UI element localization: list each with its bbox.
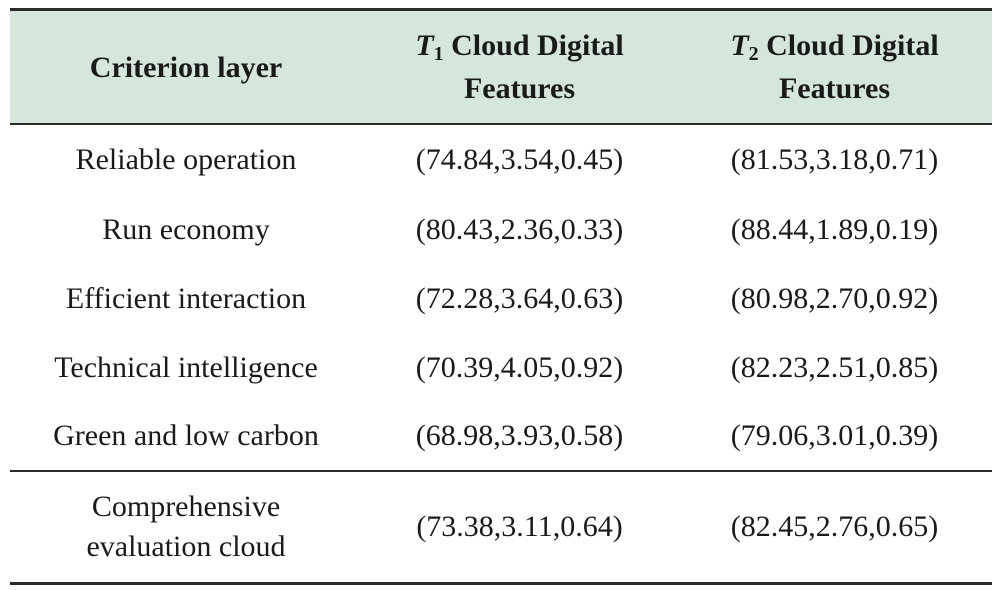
header-row: Criterion layer T1 Cloud Digital Feature… bbox=[10, 8, 992, 125]
header-t1-subscript: 1 bbox=[433, 43, 444, 65]
header-t2-line1: Cloud Digital bbox=[758, 29, 939, 62]
criterion-cell: Green and low carbon bbox=[53, 419, 319, 452]
header-t1-symbol: T bbox=[415, 29, 434, 62]
t1-cell: (74.84,3.54,0.45) bbox=[415, 143, 624, 176]
t2-cell: (79.06,3.01,0.39) bbox=[730, 419, 939, 452]
t1-cell: (80.43,2.36,0.33) bbox=[415, 212, 624, 246]
summary-criterion-line1: Comprehensive bbox=[91, 490, 281, 523]
summary-criterion-line2: evaluation cloud bbox=[86, 530, 286, 563]
t2-cell: (81.53,3.18,0.71) bbox=[730, 143, 939, 176]
header-criterion-layer: Criterion layer bbox=[10, 8, 362, 125]
table-row: Reliable operation (74.84,3.54,0.45) (81… bbox=[10, 124, 992, 195]
table-header: Criterion layer T1 Cloud Digital Feature… bbox=[10, 8, 992, 125]
header-t1-features: T1 Cloud Digital Features bbox=[362, 8, 677, 125]
t2-cell: (82.23,2.51,0.85) bbox=[730, 350, 939, 384]
criterion-cell: Technical intelligence bbox=[54, 350, 318, 384]
header-t2-features: T2 Cloud Digital Features bbox=[677, 8, 992, 125]
header-t2-subscript: 2 bbox=[748, 43, 759, 65]
cloud-features-table-container: Criterion layer T1 Cloud Digital Feature… bbox=[10, 8, 992, 585]
criterion-cell: Reliable operation bbox=[75, 143, 297, 176]
summary-t2-cell: (82.45,2.76,0.65) bbox=[677, 470, 992, 585]
t2-cell: (80.98,2.70,0.92) bbox=[730, 281, 939, 315]
header-t1-line2: Features bbox=[463, 72, 576, 105]
table-row: Run economy (80.43,2.36,0.33) (88.44,1.8… bbox=[10, 195, 992, 264]
t1-cell: (68.98,3.93,0.58) bbox=[415, 419, 624, 452]
cloud-features-table: Criterion layer T1 Cloud Digital Feature… bbox=[10, 8, 992, 585]
t2-cell: (88.44,1.89,0.19) bbox=[730, 212, 939, 246]
header-t2-line2: Features bbox=[778, 72, 891, 105]
header-t1-line1: Cloud Digital bbox=[443, 29, 624, 62]
criterion-cell: Efficient interaction bbox=[65, 281, 307, 315]
table-body: Reliable operation (74.84,3.54,0.45) (81… bbox=[10, 124, 992, 585]
table-row: Technical intelligence (70.39,4.05,0.92)… bbox=[10, 333, 992, 402]
t1-cell: (72.28,3.64,0.63) bbox=[415, 281, 624, 315]
summary-criterion-cell: Comprehensive evaluation cloud bbox=[10, 470, 362, 585]
summary-t1-cell: (73.38,3.11,0.64) bbox=[362, 470, 677, 585]
header-t2-symbol: T bbox=[730, 29, 749, 62]
table-row: Green and low carbon (68.98,3.93,0.58) (… bbox=[10, 402, 992, 471]
summary-row: Comprehensive evaluation cloud (73.38,3.… bbox=[10, 470, 992, 585]
criterion-cell: Run economy bbox=[102, 212, 270, 246]
header-criterion-label: Criterion layer bbox=[89, 50, 283, 84]
table-row: Efficient interaction (72.28,3.64,0.63) … bbox=[10, 264, 992, 333]
t1-cell: (70.39,4.05,0.92) bbox=[415, 350, 624, 384]
